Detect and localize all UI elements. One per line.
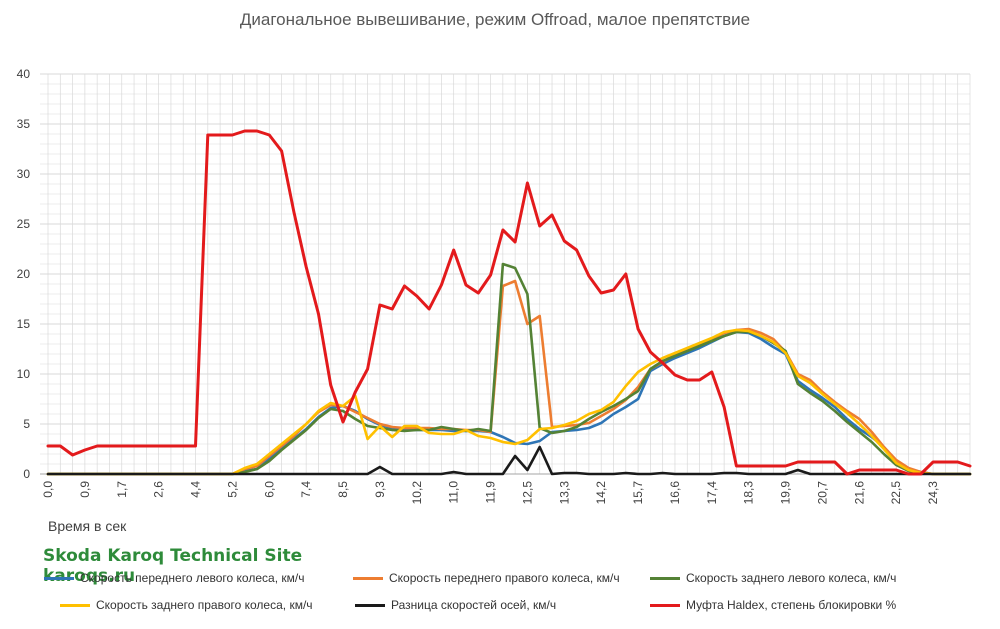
x-tick-label: 14,2 (594, 481, 608, 505)
legend-label: Муфта Haldex, степень блокировки % (686, 598, 897, 612)
legend-swatch (44, 576, 74, 580)
x-tick-label: 13,3 (557, 481, 571, 505)
series-line-6 (46, 129, 972, 476)
y-tick-label: 10 (17, 367, 31, 381)
y-tick-label: 35 (17, 117, 31, 131)
legend-entry: Скорость переднего правого колеса, км/ч (353, 569, 620, 587)
y-tick-label: 0 (23, 467, 30, 481)
x-tick-label: 7,4 (299, 481, 313, 498)
legend-swatch (355, 603, 385, 607)
x-tick-label: 1,7 (115, 481, 129, 498)
x-tick-label: 18,3 (742, 481, 756, 505)
legend-swatch (650, 603, 680, 607)
legend-swatch (353, 576, 383, 580)
legend-label: Скорость заднего правого колеса, км/ч (96, 598, 313, 612)
legend-label: Скорость переднего правого колеса, км/ч (389, 571, 620, 585)
series-line-5 (46, 445, 972, 476)
legend-label: Скорость заднего левого колеса, км/ч (686, 571, 897, 585)
legend-entry: Разница скоростей осей, км/ч (355, 596, 556, 614)
legend-entry: Скорость заднего правого колеса, км/ч (60, 596, 313, 614)
x-tick-label: 5,2 (225, 481, 239, 498)
watermark-url: karoqs.ru (43, 566, 136, 586)
y-tick-label: 25 (17, 217, 31, 231)
y-tick-label: 15 (17, 317, 31, 331)
legend-entry: Скорость заднего левого колеса, км/ч (650, 569, 896, 587)
legend-label: Разница скоростей осей, км/ч (391, 598, 557, 612)
x-tick-label: 22,5 (889, 481, 903, 505)
x-axis-label: Время в сек (48, 518, 127, 534)
x-tick-label: 11,0 (447, 481, 461, 504)
x-tick-label: 0,9 (78, 481, 92, 498)
y-tick-label: 20 (17, 267, 31, 281)
chart-title: Диагональное вывешивание, режим Offroad,… (240, 10, 750, 29)
x-tick-label: 20,7 (815, 481, 829, 505)
y-tick-label: 5 (23, 417, 30, 431)
x-tick-label: 19,9 (779, 481, 793, 505)
x-tick-label: 15,7 (631, 481, 645, 505)
legend-entry: Скорость переднего левого колеса, км/ч (44, 569, 304, 587)
x-tick-label: 11,9 (484, 481, 498, 504)
x-tick-label: 17,4 (705, 481, 719, 505)
legend-entry: Муфта Haldex, степень блокировки % (650, 596, 896, 614)
x-tick-label: 2,6 (152, 481, 166, 498)
y-tick-label: 40 (17, 67, 31, 81)
x-tick-label: 6,0 (262, 481, 276, 498)
y-tick-label: 30 (17, 167, 31, 181)
x-tick-label: 4,4 (189, 481, 203, 498)
x-tick-label: 16,6 (668, 481, 682, 505)
x-tick-label: 10,2 (410, 481, 424, 505)
x-tick-label: 9,3 (373, 481, 387, 498)
watermark-site-name: Skoda Karoq Technical Site (43, 546, 303, 566)
legend-swatch (650, 576, 680, 580)
x-tick-label: 12,5 (520, 481, 534, 505)
legend-swatch (60, 603, 90, 607)
x-tick-label: 21,6 (852, 481, 866, 505)
x-tick-label: 24,3 (926, 481, 940, 505)
x-tick-label: 0,0 (41, 481, 55, 498)
legend-label: Скорость переднего левого колеса, км/ч (80, 571, 305, 585)
x-tick-label: 8,5 (336, 481, 350, 498)
